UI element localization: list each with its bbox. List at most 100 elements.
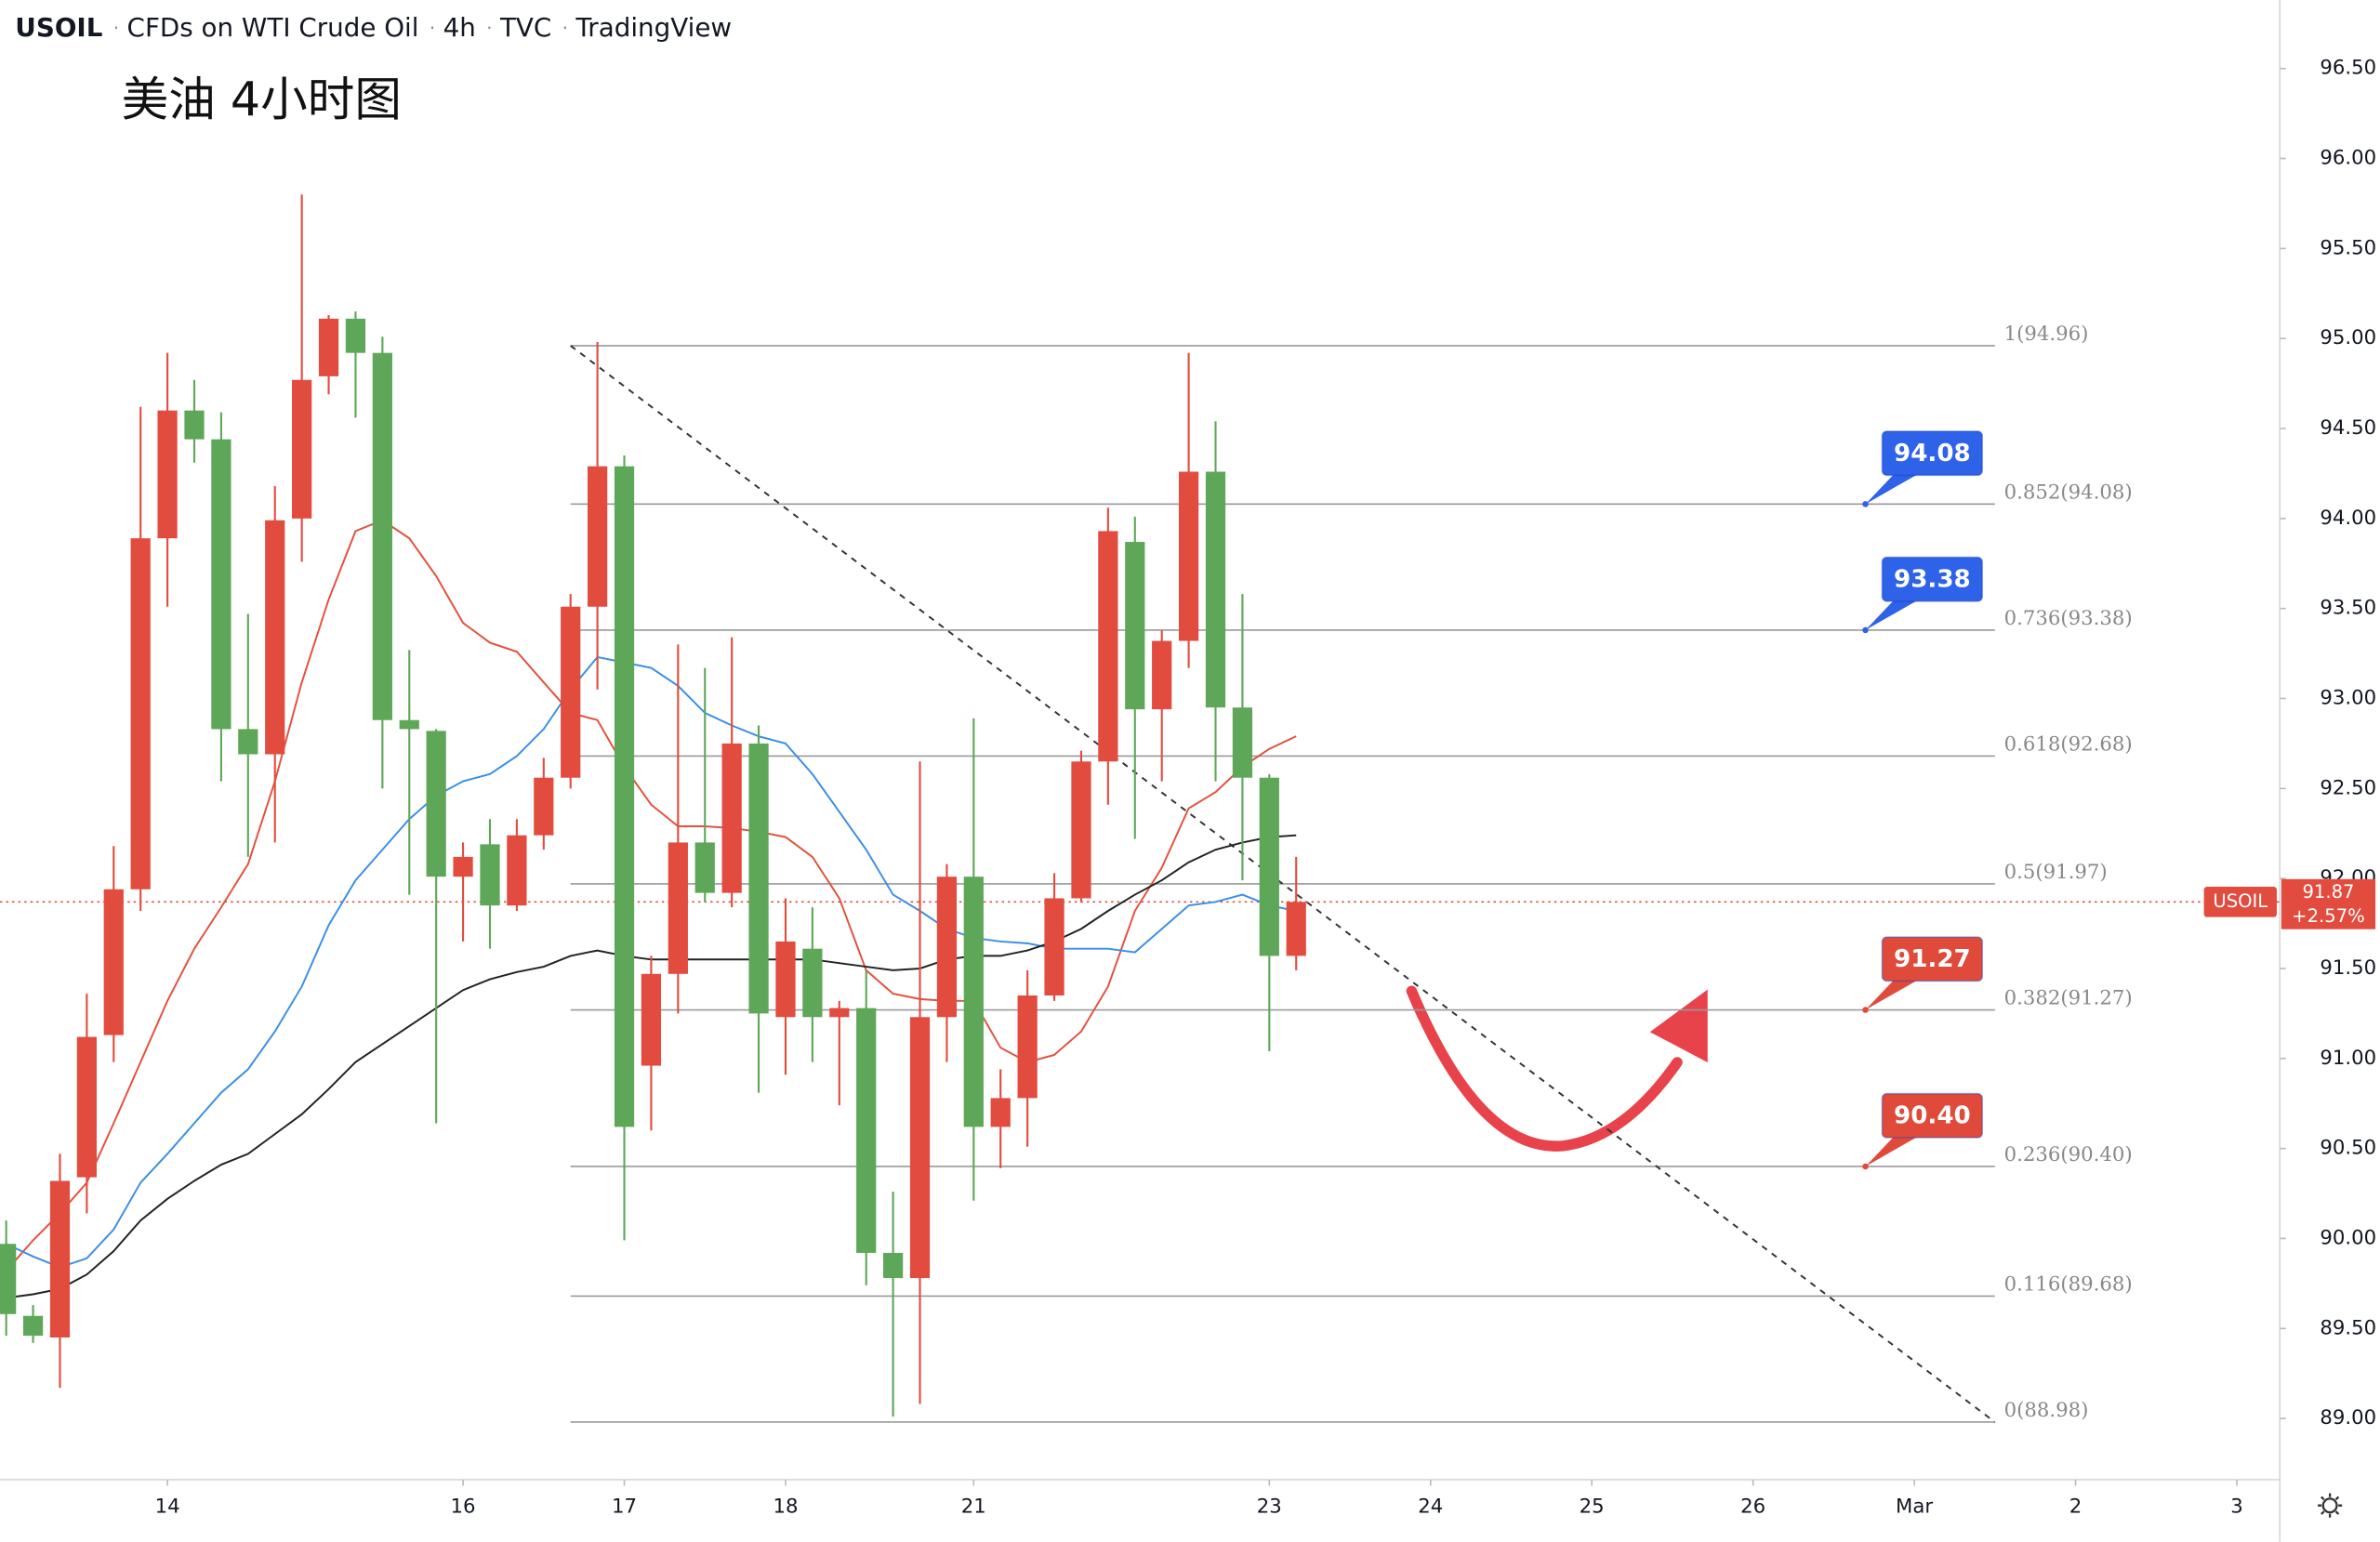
price-tag: [2281, 878, 2376, 929]
callout-label: 91.27: [1894, 945, 1971, 973]
header-separator: ·: [430, 18, 435, 39]
fib-label: 0.116(89.68): [2004, 1272, 2133, 1296]
candle-body: [103, 889, 124, 1035]
candle-body: [1017, 995, 1038, 1099]
fib-label: 0.736(93.38): [2004, 607, 2133, 630]
header-item: USOIL: [15, 12, 102, 43]
y-tick-label: 96.00: [2320, 147, 2376, 170]
candle-body: [1232, 707, 1253, 778]
fib-label: 0.852(94.08): [2004, 481, 2133, 504]
header-separator: ·: [113, 18, 119, 39]
candle-body: [211, 439, 231, 730]
candle-body: [1125, 542, 1145, 710]
candle-body: [990, 1098, 1011, 1127]
candle-body: [748, 743, 769, 1014]
x-tick-label: 23: [1257, 1495, 1282, 1518]
price-tag-label: 91.87: [2302, 881, 2354, 903]
candle-body: [238, 729, 258, 755]
candle-body: [1044, 898, 1064, 996]
header: USOIL · CFDs on WTI Crude Oil · 4h · TVC · Tradi…: [15, 12, 732, 43]
y-tick-label: 94.00: [2320, 507, 2376, 530]
header-item: 4h: [443, 12, 476, 43]
fib-label: 0(88.98): [2004, 1399, 2089, 1422]
x-tick-label: 16: [451, 1495, 476, 1518]
forecast-arrow: [1406, 985, 1683, 1152]
candle-body: [668, 842, 688, 974]
candle-body: [453, 856, 473, 877]
candle-body: [426, 731, 446, 877]
candle-body: [399, 719, 419, 730]
candle-body: [22, 1315, 44, 1337]
fib-label: 1(94.96): [2004, 323, 2089, 346]
candle-body: [721, 743, 742, 893]
header-item: CFDs on WTI Crude Oil: [127, 12, 419, 43]
x-tick-label: 25: [1580, 1495, 1605, 1518]
candle-body: [480, 844, 500, 906]
candle-body: [1259, 777, 1279, 956]
y-tick-label: 94.50: [2320, 416, 2376, 440]
fib-label: 0.618(92.68): [2004, 733, 2133, 757]
chart-title: 美油 4小时图: [122, 72, 402, 127]
x-tick-label: 21: [961, 1495, 986, 1518]
candle-body: [694, 842, 715, 893]
candle-body: [507, 835, 527, 906]
settings-icon[interactable]: [2318, 1493, 2343, 1518]
candle-body: [614, 466, 635, 1127]
candle-body: [1071, 761, 1091, 899]
candle-body: [0, 1244, 17, 1314]
callout-box: [1881, 556, 1984, 602]
header-item: TVC: [499, 12, 551, 43]
header-separator: ·: [486, 18, 492, 39]
forecast-arrow-head: [1649, 989, 1708, 1062]
header-item: TradingView: [575, 12, 732, 43]
x-tick-label: 24: [1418, 1495, 1443, 1518]
candle-body: [775, 941, 796, 1018]
candle-body: [588, 466, 608, 607]
candle-body: [963, 876, 984, 1127]
callout-label: 90.40: [1894, 1102, 1971, 1130]
fib-label: 0.236(90.40): [2004, 1143, 2133, 1166]
callout-label: 93.38: [1894, 566, 1971, 594]
symbol-tag: [2203, 886, 2277, 917]
candle-body: [265, 520, 285, 755]
callout-box: [1881, 430, 1984, 477]
candle-body: [76, 1036, 97, 1178]
fib-label: 0.382(91.27): [2004, 987, 2133, 1010]
candle-body: [936, 876, 958, 1018]
y-tick-label: 89.00: [2320, 1406, 2376, 1430]
candle-body: [856, 1008, 877, 1253]
y-tick-label: 92.50: [2320, 776, 2376, 799]
candle-body: [882, 1252, 904, 1279]
callout-box: [1881, 936, 1984, 982]
y-tick-label: 93.50: [2320, 597, 2376, 620]
y-tick-label: 91.50: [2320, 956, 2376, 980]
candle-body: [372, 352, 392, 720]
x-tick-label: Mar: [1896, 1495, 1933, 1518]
candle-body: [641, 973, 662, 1066]
candle-body: [49, 1180, 71, 1338]
callout-box: [1881, 1092, 1984, 1139]
candle-body: [130, 538, 151, 890]
x-tick-label: 18: [773, 1495, 798, 1518]
y-tick-label: 90.50: [2320, 1137, 2376, 1160]
candle-body: [184, 410, 205, 440]
candle-body: [561, 606, 581, 778]
candle-body: [1205, 471, 1226, 708]
candle-body: [292, 379, 312, 519]
candle-body: [534, 777, 554, 836]
moving-average: [6, 655, 1297, 1269]
x-tick-label: 14: [155, 1495, 180, 1518]
y-tick-label: 90.00: [2320, 1226, 2376, 1249]
candle-body: [318, 318, 339, 376]
candle-body: [1152, 640, 1172, 710]
price-change-label: +2.57%: [2292, 905, 2365, 927]
candle-body: [1178, 471, 1199, 641]
candle-body: [1286, 902, 1306, 956]
candle-body: [909, 1017, 931, 1279]
y-tick-label: 96.50: [2320, 57, 2376, 80]
candle-body: [829, 1008, 850, 1018]
y-tick-label: 95.00: [2320, 326, 2376, 349]
x-tick-label: 2: [2069, 1495, 2082, 1518]
